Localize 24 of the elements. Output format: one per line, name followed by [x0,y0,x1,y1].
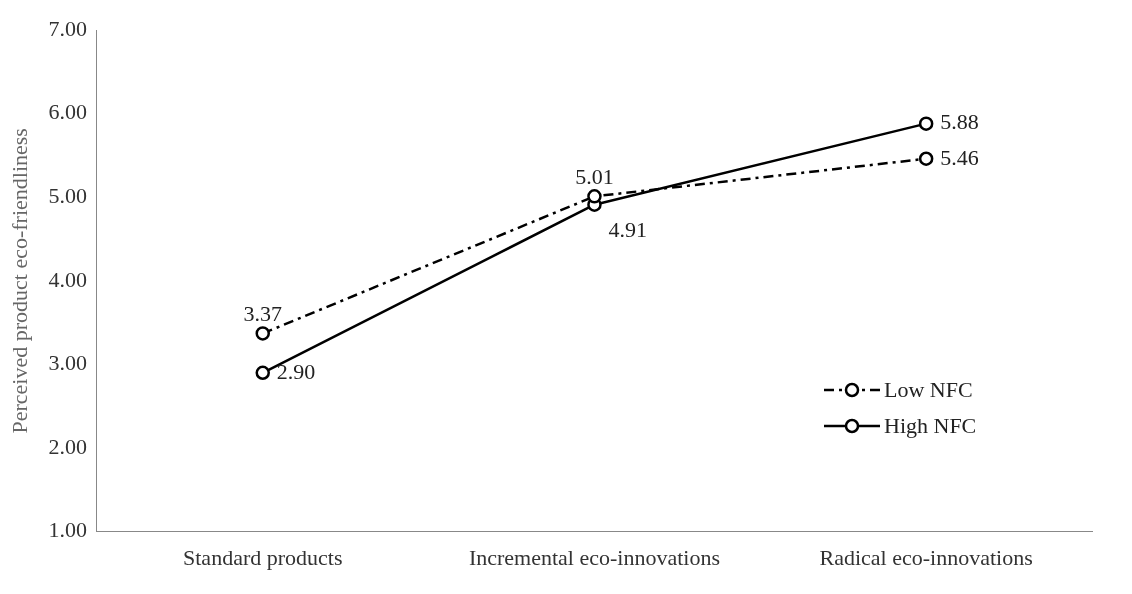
data-label: 3.37 [243,301,282,327]
x-tick-label: Standard products [183,544,343,570]
legend-label: Low NFC [884,376,973,403]
y-tick-label: 3.00 [48,350,87,376]
y-tick-label: 4.00 [48,266,87,292]
y-tick-label: 6.00 [48,99,87,125]
y-tick-label: 2.00 [48,433,87,459]
y-tick-label: 1.00 [48,517,87,543]
point [255,365,270,381]
data-label: 5.88 [940,109,979,135]
point [918,116,934,131]
y-tick-label: 5.00 [48,182,87,208]
point [918,151,934,166]
y-tick-label: 7.00 [48,15,87,41]
data-label: 2.90 [276,358,316,384]
x-tick-label: Incremental eco-innovations [468,544,720,570]
x-tick-label: Radical eco-innovations [819,544,1033,570]
data-label: 5.01 [575,164,614,190]
point [255,326,270,341]
legend-label: High NFC [884,412,977,439]
data-label: 4.91 [608,216,647,242]
y-axis-title: Perceived product eco-friendliness [6,128,32,434]
point [587,189,602,204]
data-label: 5.46 [940,144,979,170]
